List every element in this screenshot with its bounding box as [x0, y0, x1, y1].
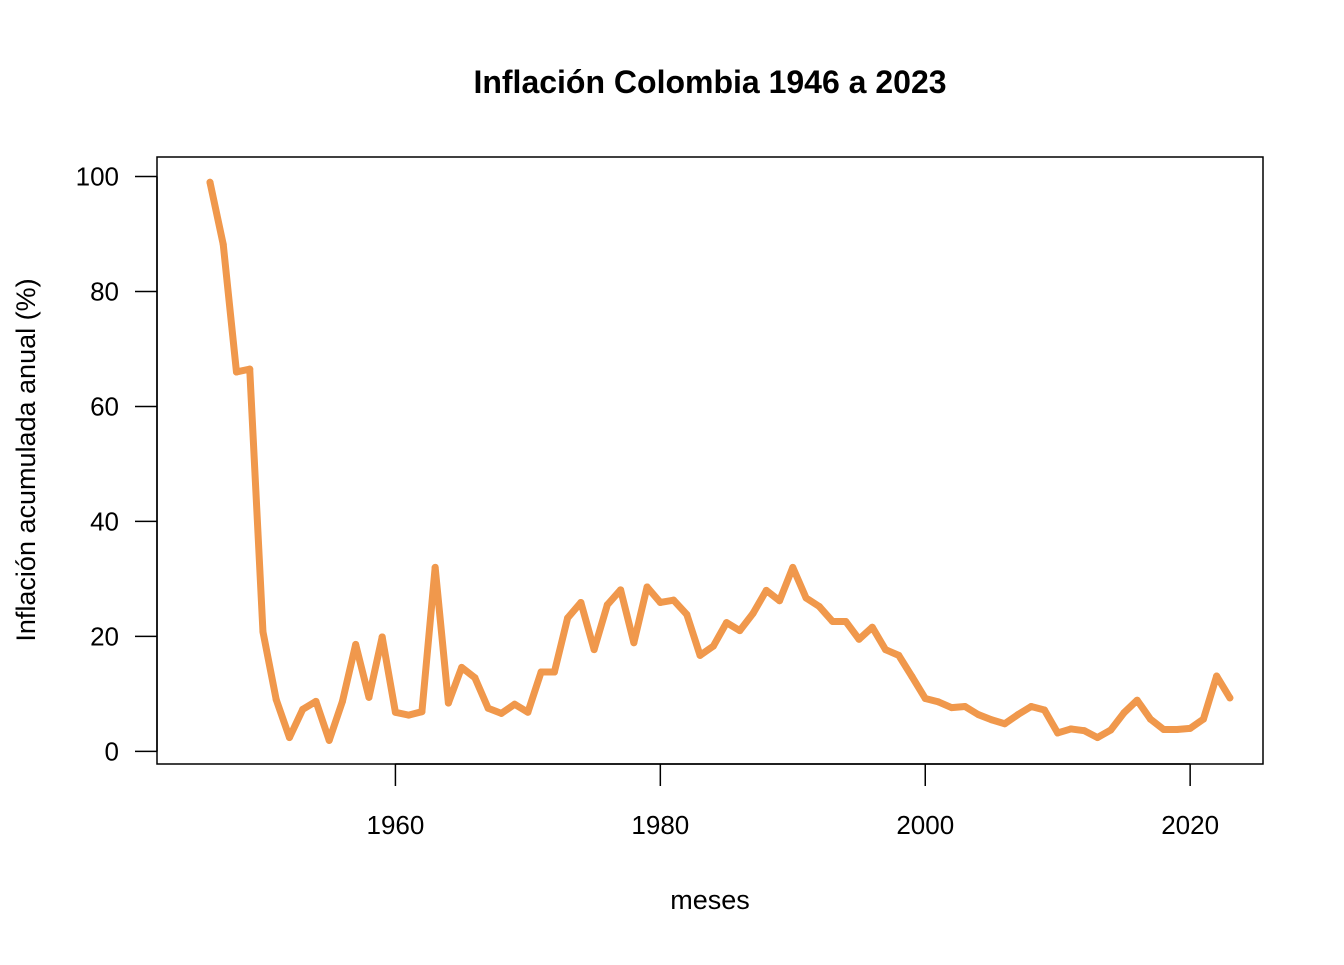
- data-point: [1173, 726, 1181, 734]
- data-point: [1199, 715, 1207, 723]
- data-point: [511, 700, 519, 708]
- data-point: [934, 698, 942, 706]
- data-point: [736, 627, 744, 635]
- data-point: [656, 598, 664, 606]
- data-point: [643, 583, 651, 591]
- data-point: [868, 623, 876, 631]
- x-axis-title: meses: [670, 885, 750, 915]
- data-point: [524, 708, 532, 716]
- data-point: [617, 586, 625, 594]
- data-point: [590, 646, 598, 654]
- data-point: [1027, 703, 1035, 711]
- data-point: [829, 617, 837, 625]
- data-point: [1067, 725, 1075, 733]
- data-point: [405, 711, 413, 719]
- data-point: [895, 651, 903, 659]
- data-point: [259, 628, 267, 636]
- data-point: [246, 365, 254, 373]
- x-axis: 1960 1980 2000 2020: [366, 763, 1219, 840]
- data-point: [1226, 694, 1234, 702]
- chart-title: Inflación Colombia 1946 a 2023: [473, 64, 946, 100]
- data-point: [762, 586, 770, 594]
- data-point: [299, 705, 307, 713]
- data-point: [1014, 711, 1022, 719]
- data-point: [471, 674, 479, 682]
- data-point: [577, 598, 585, 606]
- data-point: [921, 694, 929, 702]
- data-point: [1040, 706, 1048, 714]
- data-point: [444, 699, 452, 707]
- data-point: [458, 663, 466, 671]
- data-point: [815, 603, 823, 611]
- data-point: [537, 668, 545, 676]
- y-tick-label: 80: [90, 277, 119, 307]
- data-point: [1054, 729, 1062, 737]
- data-point: [603, 601, 611, 609]
- data-point: [285, 734, 293, 742]
- y-axis-title: Inflación acumulada anual (%): [11, 278, 41, 641]
- data-point: [431, 563, 439, 571]
- data-point: [961, 703, 969, 711]
- data-point: [378, 633, 386, 641]
- data-point: [312, 697, 320, 705]
- plot-area-border: [156, 156, 1264, 765]
- data-point: [696, 651, 704, 659]
- data-point: [365, 693, 373, 701]
- data-point: [232, 368, 240, 376]
- data-point: [550, 668, 558, 676]
- data-point: [987, 716, 995, 724]
- data-point: [352, 640, 360, 648]
- data-point: [206, 178, 214, 186]
- data-point: [1133, 696, 1141, 704]
- y-axis: 0 20 40 60 80 100: [76, 162, 158, 766]
- data-point: [908, 673, 916, 681]
- y-tick-label: 40: [90, 506, 119, 536]
- y-tick-label: 20: [90, 621, 119, 651]
- data-point: [219, 240, 227, 248]
- x-tick-label: 2000: [896, 810, 954, 840]
- data-point: [325, 736, 333, 744]
- x-tick-label: 1960: [366, 810, 424, 840]
- y-tick-label: 100: [76, 162, 119, 192]
- data-point: [1001, 720, 1009, 728]
- data-point: [802, 594, 810, 602]
- data-point: [723, 619, 731, 627]
- data-point: [842, 617, 850, 625]
- data-point: [1093, 734, 1101, 742]
- data-point: [776, 597, 784, 605]
- data-point: [749, 609, 757, 617]
- data-point: [564, 614, 572, 622]
- data-point: [391, 708, 399, 716]
- data-point: [974, 711, 982, 719]
- data-point: [630, 639, 638, 647]
- data-point: [418, 708, 426, 716]
- data-point: [1080, 727, 1088, 735]
- data-point: [1213, 672, 1221, 680]
- data-point: [882, 646, 890, 654]
- data-point: [948, 704, 956, 712]
- data-point: [709, 642, 717, 650]
- data-point: [1107, 726, 1115, 734]
- x-tick-label: 1980: [631, 810, 689, 840]
- data-point: [855, 635, 863, 643]
- series-points: [206, 178, 1234, 744]
- data-point: [484, 704, 492, 712]
- data-point: [1186, 724, 1194, 732]
- data-point: [1160, 726, 1168, 734]
- y-tick-label: 0: [105, 736, 119, 766]
- data-point: [670, 596, 678, 604]
- data-point: [683, 611, 691, 619]
- y-tick-label: 60: [90, 391, 119, 421]
- data-point: [272, 696, 280, 704]
- data-point: [1146, 715, 1154, 723]
- data-point: [789, 563, 797, 571]
- inflation-series-line: [206, 178, 1234, 744]
- data-point: [497, 709, 505, 717]
- x-tick-label: 2020: [1161, 810, 1219, 840]
- data-point: [338, 697, 346, 705]
- data-point: [1120, 709, 1128, 717]
